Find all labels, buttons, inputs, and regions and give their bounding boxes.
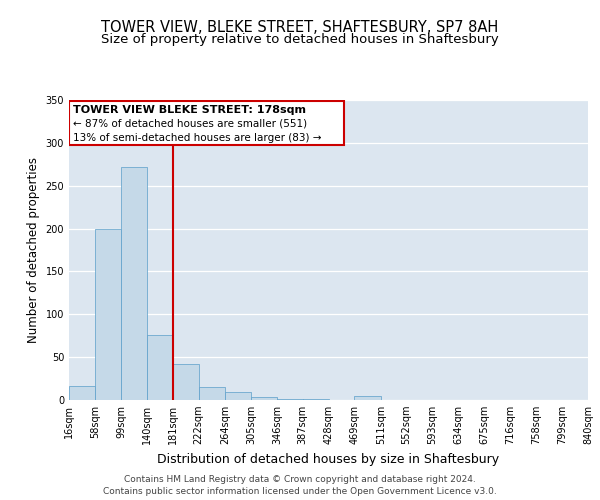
X-axis label: Distribution of detached houses by size in Shaftesbury: Distribution of detached houses by size … [157,452,500,466]
Bar [277,399,302,400]
Bar [588,398,600,400]
Bar [69,101,344,144]
Text: Contains public sector information licensed under the Open Government Licence v3: Contains public sector information licen… [103,486,497,496]
Bar [69,386,95,400]
Text: Contains HM Land Registry data © Crown copyright and database right 2024.: Contains HM Land Registry data © Crown c… [124,476,476,484]
Bar [251,396,277,400]
Text: 13% of semi-detached houses are larger (83) →: 13% of semi-detached houses are larger (… [73,132,321,142]
Bar [199,387,225,400]
Bar [302,399,329,400]
Text: Size of property relative to detached houses in Shaftesbury: Size of property relative to detached ho… [101,34,499,46]
Y-axis label: Number of detached properties: Number of detached properties [27,157,40,343]
Bar [121,167,147,400]
Bar [225,392,251,400]
Text: ← 87% of detached houses are smaller (551): ← 87% of detached houses are smaller (55… [73,119,307,129]
Bar [355,396,381,400]
Bar [173,364,199,400]
Bar [95,230,121,400]
Text: TOWER VIEW, BLEKE STREET, SHAFTESBURY, SP7 8AH: TOWER VIEW, BLEKE STREET, SHAFTESBURY, S… [101,20,499,35]
Bar [147,335,173,400]
Text: TOWER VIEW BLEKE STREET: 178sqm: TOWER VIEW BLEKE STREET: 178sqm [73,105,306,115]
